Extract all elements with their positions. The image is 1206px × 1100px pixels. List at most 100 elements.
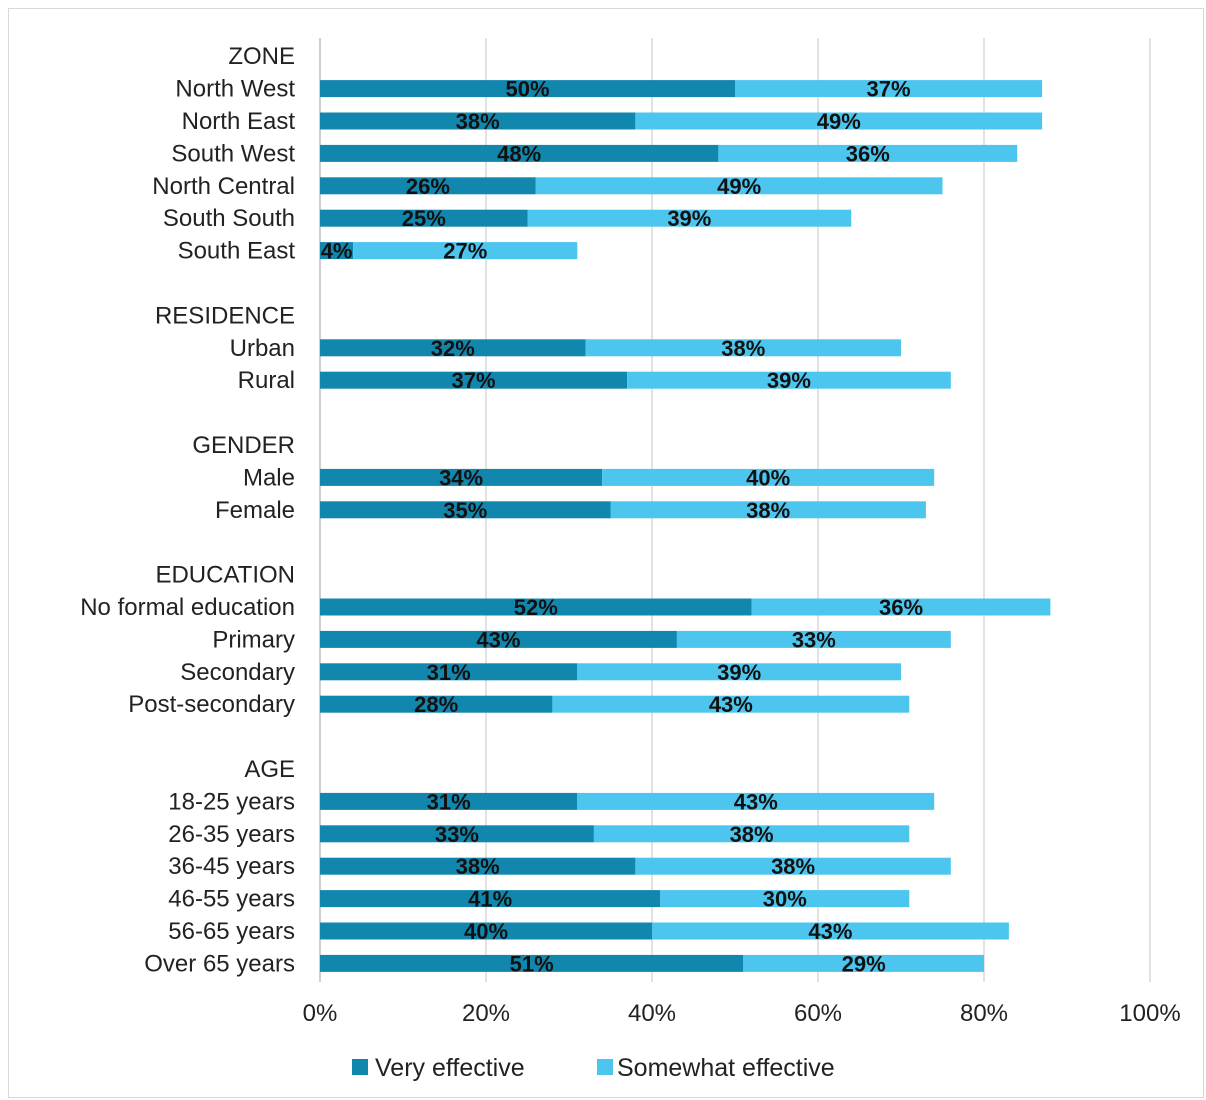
category-label-26-35-years: 26-35 years <box>168 821 295 848</box>
bar-26-35-years-somewhat-effective <box>593 825 910 843</box>
data-label-56-65-years-very-effective: 40% <box>464 919 508 944</box>
legend-swatch-somewhat-effective <box>597 1059 613 1075</box>
data-label-26-35-years-very-effective: 33% <box>435 822 479 847</box>
bar-46-55-years-very-effective <box>320 890 661 908</box>
bar-post-secondary-somewhat-effective <box>552 695 910 713</box>
gridlines <box>319 38 1151 982</box>
category-label-male: Male <box>243 464 295 491</box>
group-header-residence: RESIDENCE <box>155 302 295 329</box>
data-label-north-east-very-effective: 38% <box>456 109 500 134</box>
category-label-46-55-years: 46-55 years <box>168 886 295 913</box>
x-tick-label: 60% <box>794 1000 842 1027</box>
x-tick-label: 100% <box>1119 1000 1180 1027</box>
bar-south-west-somewhat-effective <box>718 144 1018 162</box>
category-label-36-45-years: 36-45 years <box>168 853 295 880</box>
category-label-south-east: South East <box>178 238 296 265</box>
data-label-north-east-somewhat-effective: 49% <box>817 109 861 134</box>
bar-rural-somewhat-effective <box>627 371 951 389</box>
bar-36-45-years-somewhat-effective <box>635 857 951 875</box>
bar-south-east-very-effective <box>320 242 354 260</box>
category-label-urban: Urban <box>230 335 295 362</box>
bar-north-west-somewhat-effective <box>735 80 1043 98</box>
category-label-north-east: North East <box>182 108 296 135</box>
category-label-secondary: Secondary <box>180 659 295 686</box>
category-label-over-65-years: Over 65 years <box>144 950 295 977</box>
data-label-no-formal-education-very-effective: 52% <box>514 595 558 620</box>
bar-rural-very-effective <box>320 371 628 389</box>
data-label-post-secondary-somewhat-effective: 43% <box>709 692 753 717</box>
data-label-primary-very-effective: 43% <box>476 627 520 652</box>
bar-secondary-very-effective <box>320 663 578 681</box>
data-label-south-west-somewhat-effective: 36% <box>846 141 890 166</box>
bar-no-formal-education-very-effective <box>320 598 752 616</box>
bar-no-formal-education-somewhat-effective <box>751 598 1051 616</box>
legend-swatch-very-effective <box>352 1059 368 1075</box>
bar-56-65-years-somewhat-effective <box>652 922 1009 940</box>
legend-label-very-effective: Very effective <box>375 1054 525 1082</box>
bar-36-45-years-very-effective <box>320 857 636 875</box>
category-label-primary: Primary <box>212 626 295 653</box>
category-label-56-65-years: 56-65 years <box>168 918 295 945</box>
bar-north-central-very-effective <box>320 177 536 195</box>
category-label-north-central: North Central <box>152 173 295 200</box>
data-label-north-central-somewhat-effective: 49% <box>717 174 761 199</box>
bar-primary-very-effective <box>320 630 677 648</box>
data-label-female-very-effective: 35% <box>443 498 487 523</box>
bar-south-south-very-effective <box>320 209 528 227</box>
data-labels: 50% 37% 38% 49% 48% 36% 26% 49% 25% 39% 4% 27% 32% 38… <box>321 77 923 977</box>
bar-south-west-very-effective <box>320 144 719 162</box>
data-label-36-45-years-very-effective: 38% <box>456 854 500 879</box>
x-tick-label: 0% <box>303 1000 338 1027</box>
category-label-no-formal-education: No formal education <box>80 594 295 621</box>
group-header-zone: ZONE <box>228 43 295 70</box>
bar-post-secondary-very-effective <box>320 695 553 713</box>
data-label-56-65-years-somewhat-effective: 43% <box>808 919 852 944</box>
data-label-north-central-very-effective: 26% <box>406 174 450 199</box>
data-label-female-somewhat-effective: 38% <box>746 498 790 523</box>
data-label-secondary-very-effective: 31% <box>427 660 471 685</box>
bar-female-very-effective <box>320 501 611 519</box>
bar-north-east-very-effective <box>320 112 636 130</box>
data-label-urban-very-effective: 32% <box>431 336 475 361</box>
data-label-over-65-years-very-effective: 51% <box>510 951 554 976</box>
data-label-over-65-years-somewhat-effective: 29% <box>842 951 886 976</box>
category-label-18-25-years: 18-25 years <box>168 788 295 815</box>
data-label-male-somewhat-effective: 40% <box>746 465 790 490</box>
bar-male-somewhat-effective <box>602 468 935 486</box>
bar-over-65-years-very-effective <box>320 954 744 972</box>
x-axis-tick-labels: 0% 20% 40% 60% 80% 100% <box>303 1000 1181 1027</box>
data-label-north-west-very-effective: 50% <box>505 77 549 102</box>
data-label-rural-somewhat-effective: 39% <box>767 368 811 393</box>
group-header-gender: GENDER <box>192 432 295 459</box>
bar-urban-somewhat-effective <box>585 339 901 357</box>
data-label-north-west-somewhat-effective: 37% <box>867 77 911 102</box>
bar-over-65-years-somewhat-effective <box>743 954 984 972</box>
bar-female-somewhat-effective <box>610 501 926 519</box>
data-label-south-west-very-effective: 48% <box>497 141 541 166</box>
bar-18-25-years-very-effective <box>320 792 578 810</box>
category-label-female: Female <box>215 497 295 524</box>
data-label-south-east-very-effective: 4% <box>321 239 353 264</box>
x-tick-label: 20% <box>462 1000 510 1027</box>
data-label-urban-somewhat-effective: 38% <box>721 336 765 361</box>
bar-urban-very-effective <box>320 339 586 357</box>
bars <box>320 80 1051 972</box>
data-label-no-formal-education-somewhat-effective: 36% <box>879 595 923 620</box>
bar-south-south-somewhat-effective <box>527 209 852 227</box>
data-label-south-east-somewhat-effective: 27% <box>443 239 487 264</box>
data-label-36-45-years-somewhat-effective: 38% <box>771 854 815 879</box>
data-label-primary-somewhat-effective: 33% <box>792 627 836 652</box>
data-label-rural-very-effective: 37% <box>452 368 496 393</box>
data-label-male-very-effective: 34% <box>439 465 483 490</box>
bar-south-east-somewhat-effective <box>353 242 578 260</box>
bar-north-central-somewhat-effective <box>535 177 943 195</box>
bar-north-west-very-effective <box>320 80 735 98</box>
data-label-post-secondary-very-effective: 28% <box>414 692 458 717</box>
category-label-north-west: North West <box>175 76 295 103</box>
bar-north-east-somewhat-effective <box>635 112 1043 130</box>
data-label-18-25-years-somewhat-effective: 43% <box>734 789 778 814</box>
x-tick-label: 40% <box>628 1000 676 1027</box>
bar-primary-somewhat-effective <box>676 630 951 648</box>
category-labels: ZONE North West North East South West North … <box>80 43 295 977</box>
